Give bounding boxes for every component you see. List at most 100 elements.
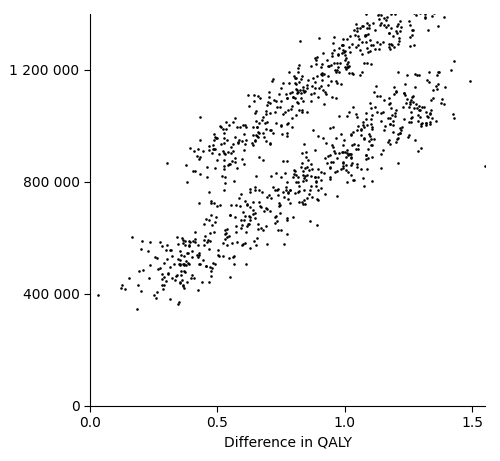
Point — [286, 89, 294, 96]
Point — [421, 14, 429, 21]
Point — [268, 77, 276, 85]
Point — [466, 77, 473, 85]
Point — [317, 169, 325, 176]
Point — [341, 56, 349, 64]
Point — [426, 121, 434, 128]
Point — [308, 83, 316, 90]
Point — [290, 166, 298, 174]
Point — [343, 146, 351, 154]
Point — [349, 177, 357, 184]
Point — [162, 278, 170, 285]
Point — [262, 204, 270, 211]
Point — [176, 278, 184, 285]
Point — [365, 130, 373, 138]
Point — [359, 23, 367, 30]
Point — [450, 57, 458, 65]
Point — [363, 6, 371, 13]
Point — [320, 169, 328, 176]
Point — [232, 133, 239, 141]
Point — [426, 109, 434, 117]
Point — [408, 118, 416, 126]
Point — [316, 184, 324, 192]
Point — [164, 160, 172, 167]
Point — [144, 248, 152, 255]
Point — [254, 221, 262, 228]
X-axis label: Difference in QALY: Difference in QALY — [224, 436, 352, 449]
Point — [260, 129, 268, 136]
Point — [200, 236, 208, 243]
Point — [339, 35, 347, 43]
Point — [156, 238, 164, 245]
Point — [322, 140, 330, 147]
Point — [341, 148, 349, 155]
Point — [158, 243, 166, 250]
Point — [212, 134, 220, 142]
Point — [281, 108, 289, 115]
Point — [189, 237, 197, 245]
Point — [296, 38, 304, 45]
Point — [241, 212, 249, 219]
Point — [196, 200, 203, 207]
Point — [350, 177, 358, 184]
Point — [195, 155, 203, 163]
Point — [291, 79, 299, 87]
Point — [293, 86, 301, 94]
Point — [248, 139, 256, 146]
Point — [248, 124, 256, 131]
Point — [356, 126, 364, 133]
Point — [204, 237, 212, 244]
Point — [405, 104, 413, 111]
Point — [400, 115, 408, 123]
Point — [230, 254, 237, 261]
Point — [359, 175, 367, 182]
Point — [346, 161, 354, 168]
Point — [192, 251, 200, 259]
Point — [392, 89, 400, 96]
Point — [300, 201, 308, 208]
Point — [294, 178, 302, 186]
Point — [289, 173, 297, 181]
Point — [337, 130, 345, 138]
Point — [371, 45, 379, 52]
Point — [346, 151, 354, 158]
Point — [330, 144, 338, 151]
Point — [382, 123, 390, 130]
Point — [330, 34, 338, 41]
Point — [235, 194, 243, 201]
Point — [178, 272, 186, 279]
Point — [314, 93, 322, 100]
Point — [334, 52, 342, 59]
Point — [326, 158, 334, 165]
Point — [344, 58, 352, 65]
Point — [250, 237, 258, 244]
Point — [150, 292, 158, 299]
Point — [188, 248, 196, 255]
Point — [166, 247, 174, 254]
Point — [416, 106, 424, 114]
Point — [244, 201, 252, 208]
Point — [222, 125, 230, 133]
Point — [229, 148, 237, 155]
Point — [222, 230, 230, 237]
Point — [306, 172, 314, 180]
Point — [262, 222, 270, 230]
Point — [348, 41, 356, 48]
Point — [383, 13, 391, 20]
Point — [349, 71, 357, 78]
Point — [213, 157, 221, 164]
Point — [259, 156, 267, 164]
Point — [222, 151, 230, 158]
Point — [220, 149, 228, 156]
Point — [335, 45, 343, 52]
Point — [369, 41, 377, 48]
Point — [220, 162, 228, 170]
Point — [334, 50, 342, 57]
Point — [346, 171, 354, 179]
Point — [391, 11, 399, 18]
Point — [416, 113, 424, 120]
Point — [324, 56, 332, 63]
Point — [390, 0, 398, 7]
Point — [405, 1, 413, 8]
Point — [429, 95, 437, 102]
Point — [394, 68, 402, 76]
